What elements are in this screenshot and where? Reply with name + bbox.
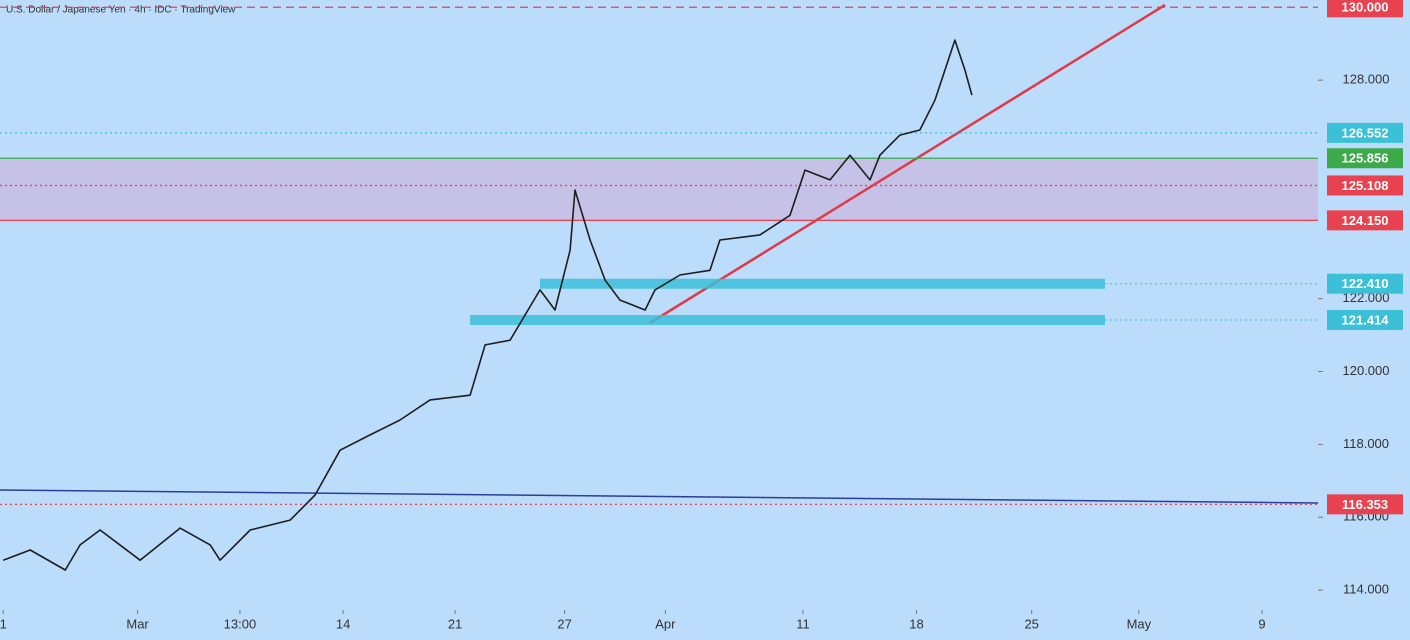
x-tick-label: May: [1127, 616, 1152, 631]
x-tick-label: 13:00: [224, 616, 257, 631]
price-tag: [1327, 310, 1403, 331]
x-tick-label: 21: [448, 616, 462, 631]
x-tick-label: 18: [909, 616, 923, 631]
price-tag-label: 130.000: [1342, 0, 1389, 15]
price-tag-label: 125.108: [1342, 178, 1389, 193]
price-tag-label: 116.353: [1342, 497, 1388, 512]
x-tick-label: Apr: [655, 616, 676, 631]
zone: [0, 158, 1318, 221]
price-tag: [1327, 494, 1403, 515]
price-tag: [1327, 175, 1403, 196]
price-tag: [1327, 122, 1403, 143]
x-tick-label: 14: [336, 616, 350, 631]
price-tag-label: 122.410: [1342, 276, 1389, 291]
x-tick-label: Mar: [126, 616, 149, 631]
y-tick-label: 118.000: [1343, 436, 1389, 451]
price-tag: [1327, 273, 1403, 294]
price-tag-label: 125.856: [1342, 151, 1389, 166]
level-band: [539, 278, 1105, 289]
y-tick-label: 114.000: [1343, 582, 1389, 597]
x-tick-label: 9: [1258, 616, 1265, 631]
y-tick-label: 128.000: [1343, 72, 1390, 87]
price-tag: [1327, 0, 1403, 18]
x-tick-label: 25: [1024, 616, 1038, 631]
price-tag: [1327, 148, 1403, 169]
horizontal-trend-line: [0, 489, 1319, 504]
trend-line: [649, 3, 1166, 325]
price-tag-label: 121.414: [1342, 312, 1390, 327]
chart-title: U.S. Dollar / Japanese Yen · 4h · IDC · …: [6, 5, 236, 16]
price-tag: [1327, 210, 1403, 231]
price-tag-label: 126.552: [1342, 125, 1389, 140]
price-line: [2, 39, 973, 571]
y-tick-label: 120.000: [1343, 363, 1390, 378]
x-tick-label: 11: [796, 616, 810, 631]
price-tag-label: 124.150: [1342, 213, 1389, 228]
level-band: [470, 315, 1105, 326]
x-tick-label: 27: [557, 616, 571, 631]
x-tick-label: 1: [0, 616, 7, 631]
y-tick-label: 122.000: [1343, 290, 1390, 305]
